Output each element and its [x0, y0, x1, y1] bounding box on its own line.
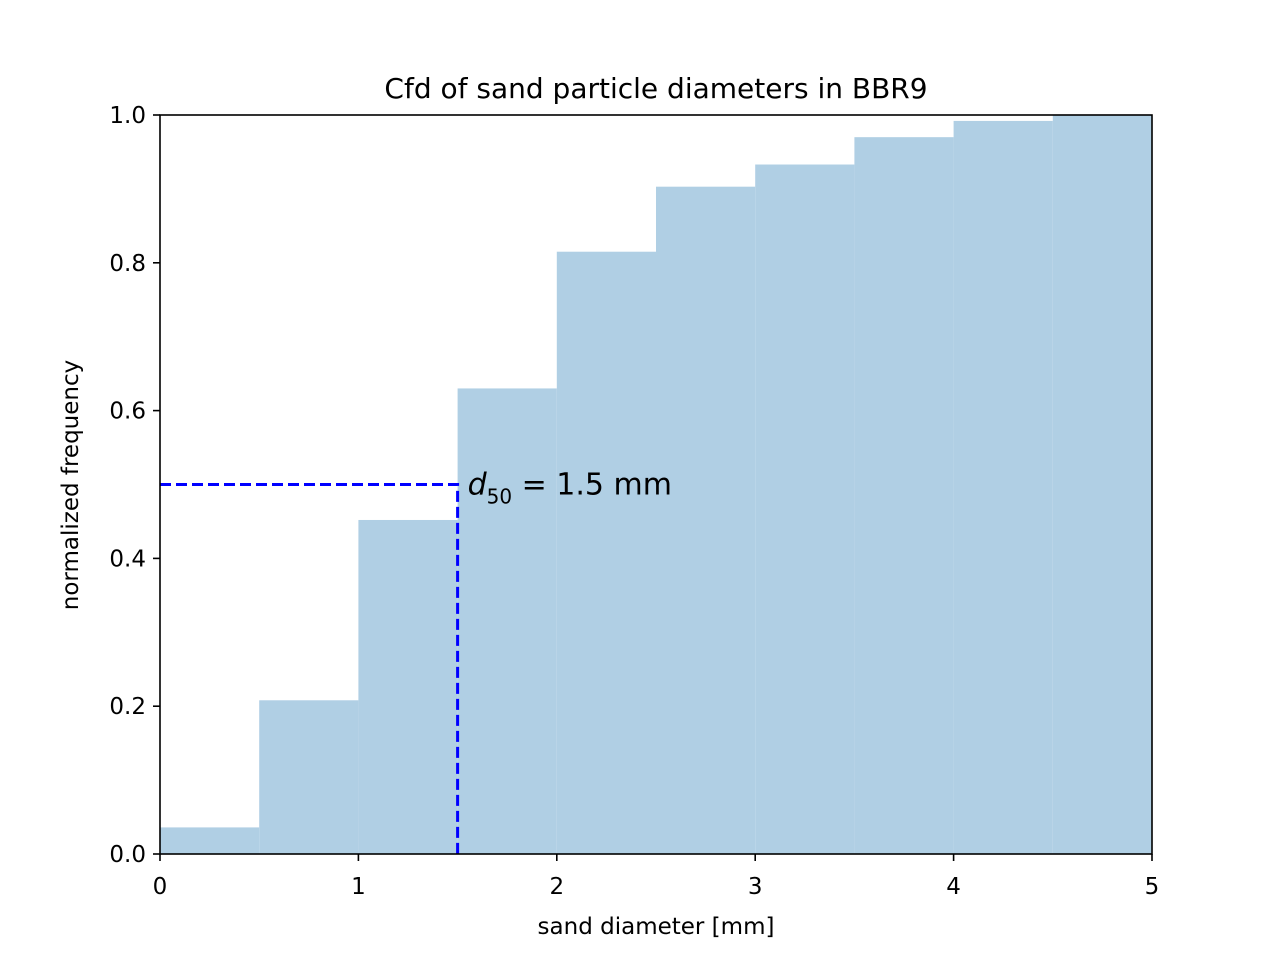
d50-annotation: d50 = 1.5 mm	[468, 468, 672, 509]
x-tick-label-5: 5	[1145, 874, 1160, 900]
d50-dashed-line	[160, 483, 460, 854]
y-tick-label-3: 0.6	[109, 399, 146, 425]
d50-annotation-var: d	[468, 468, 488, 503]
d50-annotation-subscript: 50	[487, 485, 512, 509]
y-tick-label-5: 1.0	[109, 103, 146, 129]
plot-frame	[159, 114, 1153, 855]
histogram-bar-7	[854, 137, 954, 855]
y-tick-label-0: 0.0	[109, 842, 146, 868]
chart-title: Cfd of sand particle diameters in BBR9	[384, 72, 927, 105]
histogram-bar-6	[755, 164, 855, 854]
x-tick-label-1: 1	[351, 874, 366, 900]
histogram-bar-0	[160, 827, 260, 854]
histogram-bar-4	[556, 251, 656, 855]
d50-annotation-text: = 1.5 mm	[512, 468, 672, 503]
histogram-bars	[160, 115, 1152, 855]
y-axis-label: normalized frequency	[58, 360, 84, 610]
histogram-bar-3	[457, 388, 557, 854]
x-axis-label: sand diameter [mm]	[538, 914, 775, 940]
histogram-bar-1	[259, 700, 359, 854]
x-tick-label-0: 0	[153, 874, 168, 900]
x-tick-label-2: 2	[549, 874, 564, 900]
x-tick-label-3: 3	[748, 874, 763, 900]
y-tick-label-2: 0.4	[109, 546, 146, 572]
y-axis-ticks: 0.0 0.2 0.4 0.6 0.8 1.0	[109, 103, 160, 868]
histogram-bar-9	[1052, 115, 1152, 854]
histogram-bar-8	[953, 120, 1053, 855]
y-tick-label-4: 0.8	[109, 251, 146, 277]
y-tick-label-1: 0.2	[109, 694, 146, 720]
x-axis-ticks: 0 1 2 3 4 5	[153, 854, 1160, 900]
x-tick-label-4: 4	[946, 874, 961, 900]
histogram-bar-2	[358, 519, 458, 854]
histogram-bar-5	[656, 186, 756, 855]
d50-reference-line	[160, 483, 460, 854]
